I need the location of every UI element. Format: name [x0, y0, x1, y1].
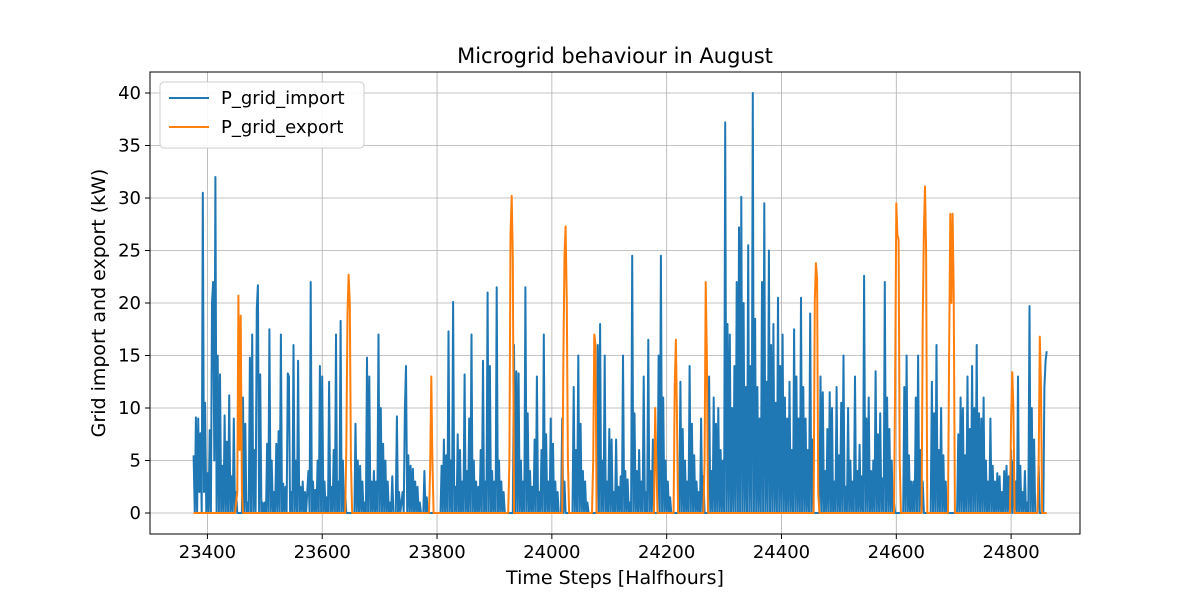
x-tick-label: 23600 — [294, 542, 351, 563]
y-tick-label: 20 — [118, 293, 141, 314]
legend-label-export: P_grid_export — [221, 117, 343, 138]
y-tick-label: 35 — [118, 136, 141, 157]
x-tick-label: 24200 — [638, 542, 695, 563]
legend-box — [159, 81, 365, 149]
x-tick-label: 24800 — [982, 542, 1039, 563]
x-tick-label: 23800 — [408, 542, 465, 563]
y-tick-label: 25 — [118, 241, 141, 262]
y-axis-label: Grid import and export (kW) — [88, 169, 110, 438]
x-tick-label: 24000 — [523, 542, 580, 563]
y-tick-label: 40 — [118, 83, 141, 104]
legend: P_grid_import P_grid_export — [159, 81, 365, 149]
y-tick-label: 30 — [118, 188, 141, 209]
x-axis-label: Time Steps [Halfhours] — [505, 567, 724, 589]
legend-label-import: P_grid_import — [221, 88, 345, 109]
y-tick-label: 10 — [118, 398, 141, 419]
y-tick-label: 15 — [118, 346, 141, 367]
x-tick-label: 23400 — [179, 542, 236, 563]
y-axis: 0 5 10 15 20 25 30 35 40 — [118, 83, 150, 524]
series-layer — [192, 92, 1048, 514]
y-tick-label: 0 — [130, 503, 141, 524]
y-tick-label: 5 — [130, 451, 141, 472]
x-tick-label: 24600 — [868, 542, 925, 563]
x-axis: 23400 23600 23800 24000 24200 24400 24600 24800 — [179, 534, 1040, 563]
series-line-export — [193, 185, 1047, 514]
chart-title: Microgrid behaviour in August — [457, 44, 773, 68]
x-tick-label: 24400 — [753, 542, 810, 563]
